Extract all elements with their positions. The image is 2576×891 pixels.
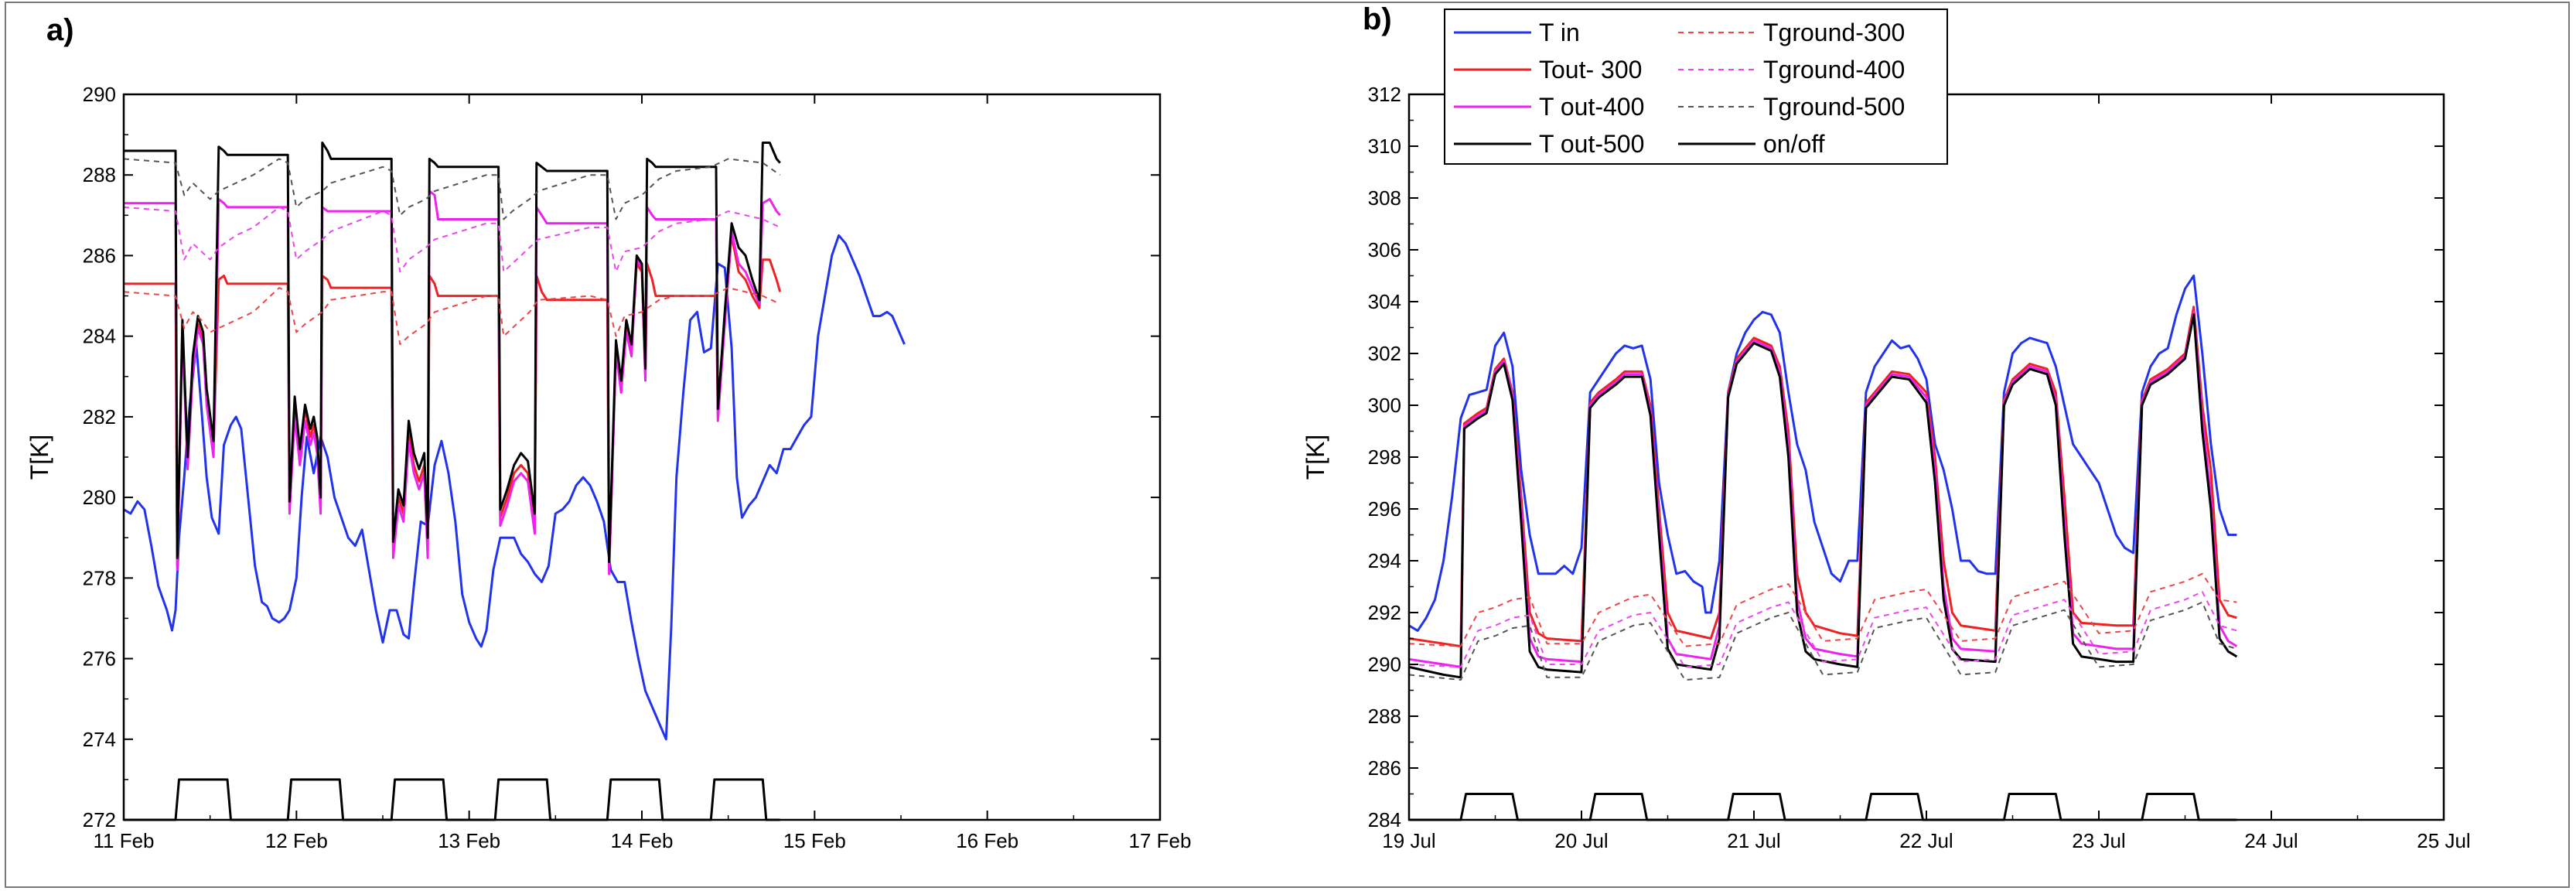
- y-axis-label: T[K]: [1302, 435, 1329, 480]
- y-tick-label: 298: [1368, 446, 1401, 469]
- series-line-t-in: [1408, 275, 2237, 632]
- y-tick-label: 278: [83, 566, 116, 589]
- panel-label: a): [46, 13, 74, 47]
- x-tick-label: 19 Jul: [1382, 829, 1435, 852]
- y-tick-label: 280: [83, 486, 116, 509]
- legend-label: Tground-400: [1763, 56, 1905, 84]
- panel-b: 284 286 288 290 292 294 296 298 300 302 304 306 308 3…: [1302, 2, 2471, 852]
- x-tick-label: 15 Feb: [783, 829, 846, 852]
- legend-label: T out-500: [1539, 130, 1644, 158]
- y-tick-label: 274: [83, 728, 116, 751]
- y-tick-label: 304: [1368, 290, 1401, 313]
- series-line-tground-300: [123, 287, 781, 346]
- x-tick-label: 14 Feb: [611, 829, 674, 852]
- y-tick-label: 290: [1368, 653, 1401, 676]
- y-tick-label: 292: [1368, 601, 1401, 624]
- y-tick-label: 282: [83, 405, 116, 428]
- y-tick-label: 296: [1368, 497, 1401, 521]
- plot-area-frame: [122, 93, 1162, 821]
- figure-frame: [5, 2, 2570, 888]
- plot-area-frame: [1407, 93, 2445, 821]
- y-tick-label: 310: [1368, 135, 1401, 158]
- series-line-tground-500: [1408, 601, 2237, 681]
- x-tick-label: 12 Feb: [265, 829, 328, 852]
- y-tick-label: 272: [83, 808, 116, 831]
- y-tick-label: 290: [83, 83, 116, 106]
- x-tick-label: 25 Jul: [2417, 829, 2470, 852]
- series-line-t-in: [123, 234, 906, 741]
- y-tick-label: 288: [83, 163, 116, 186]
- x-tick-label: 20 Jul: [1554, 829, 1608, 852]
- y-tick-label: 294: [1368, 549, 1401, 572]
- x-tick-label: 13 Feb: [438, 829, 500, 852]
- series-line-t-out-400: [1408, 310, 2238, 668]
- x-tick-label: 24 Jul: [2244, 829, 2298, 852]
- series-line-tground-300: [1408, 572, 2237, 647]
- y-tick-label: 300: [1368, 394, 1401, 417]
- series-line-on-off: [124, 778, 780, 821]
- legend-box: [1444, 9, 1948, 165]
- legend-label: Tground-300: [1763, 19, 1905, 46]
- x-tick-label: 21 Jul: [1727, 829, 1780, 852]
- panel-a: 272 274 276 278 280 282 284 286 288 290 11 Feb 12 F…: [26, 13, 1191, 852]
- y-tick-label: 288: [1368, 705, 1401, 728]
- legend-label: T in: [1539, 19, 1580, 46]
- series-line-on-off: [1409, 793, 2237, 821]
- legend: T in Tout- 300 T out-400 T out-500 Tground-3…: [1444, 9, 1948, 165]
- y-tick-label: 312: [1368, 83, 1401, 106]
- y-tick-label: 284: [83, 325, 116, 348]
- legend-label: T out-400: [1539, 93, 1644, 121]
- x-tick-label: 17 Feb: [1129, 829, 1192, 852]
- x-tick-label: 23 Jul: [2072, 829, 2125, 852]
- panel-label: b): [1363, 2, 1392, 36]
- legend-label: Tout- 300: [1539, 56, 1642, 84]
- y-tick-label: 284: [1368, 808, 1401, 831]
- series-line-tout-300: [1408, 306, 2237, 648]
- y-tick-label: 302: [1368, 342, 1401, 365]
- x-tick-label: 22 Jul: [1899, 829, 1953, 852]
- series-line-tground-400: [1408, 591, 2237, 668]
- y-tick-label: 306: [1368, 238, 1401, 261]
- x-tick-label: 16 Feb: [956, 829, 1018, 852]
- x-tick-label: 11 Feb: [93, 829, 154, 852]
- y-tick-label: 286: [83, 244, 116, 267]
- y-tick-label: 286: [1368, 756, 1401, 780]
- series-line-t-out-500: [1408, 313, 2238, 679]
- y-tick-label: 308: [1368, 186, 1401, 210]
- y-tick-label: 276: [83, 647, 116, 671]
- legend-label: Tground-500: [1763, 93, 1905, 121]
- series-line-t-out-500: [124, 142, 781, 563]
- series-line-t-out-400: [124, 189, 781, 575]
- y-axis-label: T[K]: [26, 435, 53, 480]
- series-line-tground-400: [123, 206, 781, 273]
- legend-label: on/off: [1763, 130, 1825, 158]
